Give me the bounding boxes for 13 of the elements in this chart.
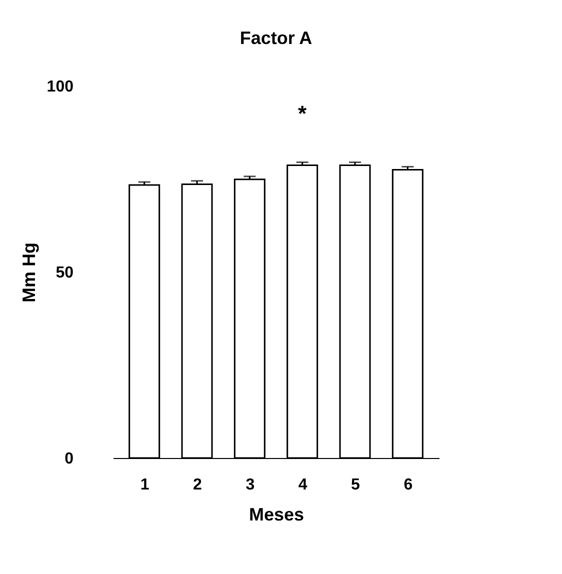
x-tick-label: 4 — [298, 476, 308, 494]
chart-title: Factor A — [240, 28, 312, 48]
x-axis-title: Meses — [248, 504, 304, 524]
x-tick-label: 3 — [246, 476, 255, 494]
y-axis-title: Mm Hg — [18, 242, 39, 302]
y-tick-label: 0 — [64, 450, 74, 468]
x-tick-label: 1 — [140, 476, 150, 494]
y-tick-label: 50 — [56, 264, 74, 282]
x-tick-label: 6 — [404, 476, 413, 494]
x-tick-label: 2 — [193, 476, 202, 494]
x-tick-label: 5 — [351, 476, 360, 494]
annotation: * — [298, 101, 308, 126]
y-tick-label: 100 — [46, 78, 74, 96]
